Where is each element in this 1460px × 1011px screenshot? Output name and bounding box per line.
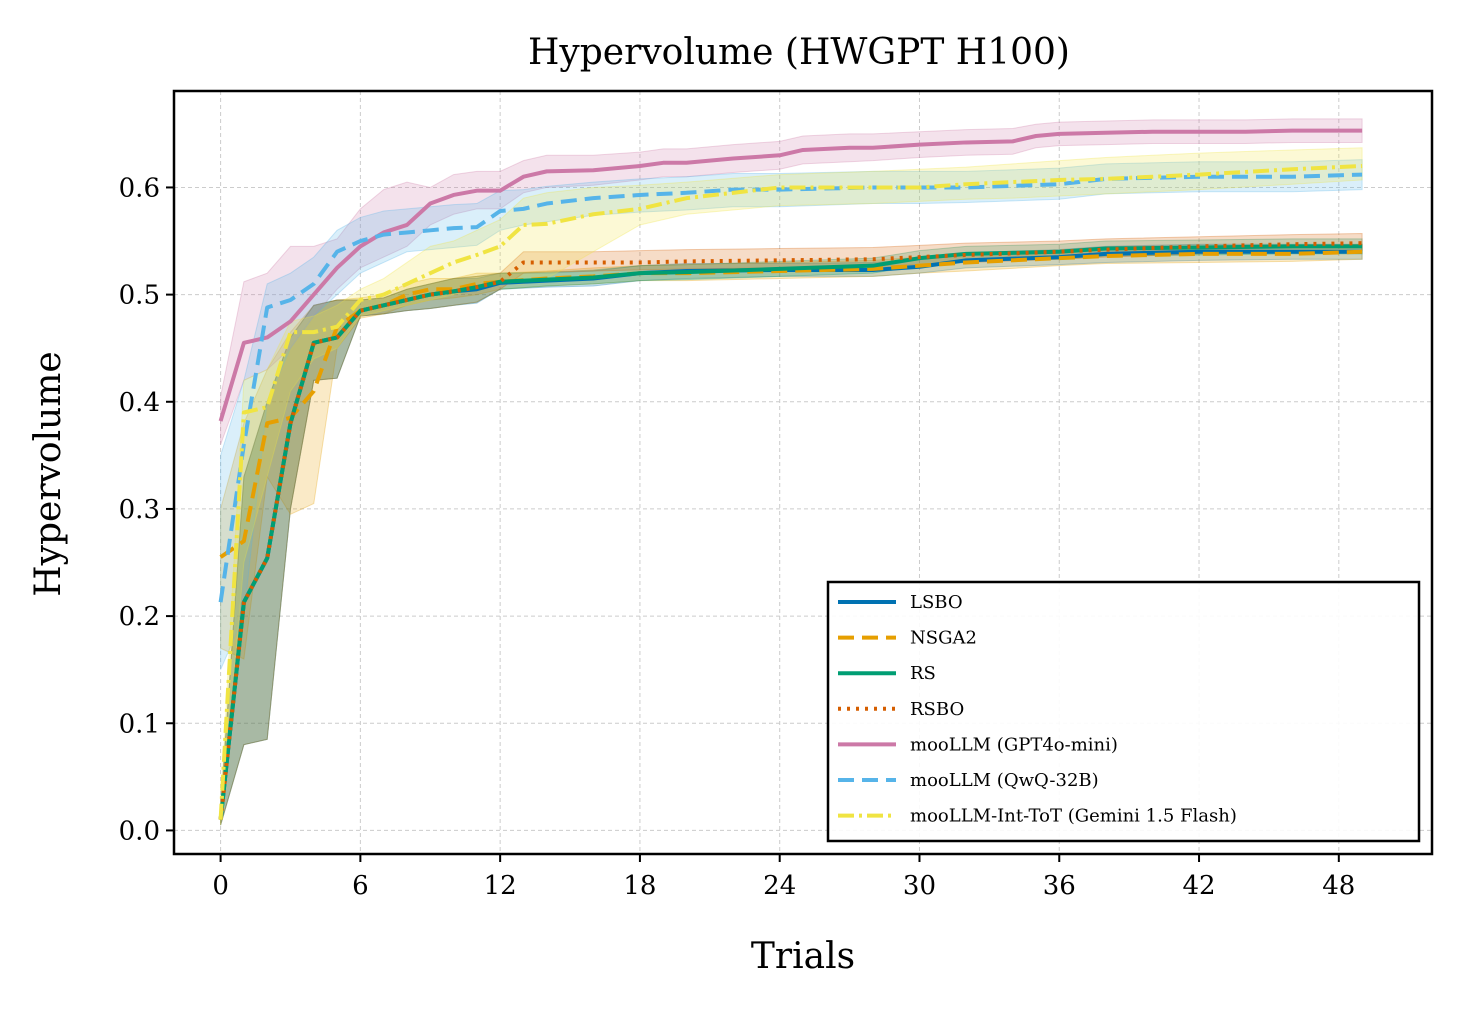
x-tick-label: 6: [352, 871, 369, 901]
axis-ticks: 0 6 12 18 24 30 36 42 48 0.0 0.1 0.2 0.3 0.4 0.5 0.6: [119, 173, 1356, 901]
y-tick-label: 0.6: [119, 173, 160, 203]
series-line-moollm-gpt4o-mini: [218, 128, 1363, 422]
grid-lines: [174, 91, 1432, 854]
x-tick-label: 18: [623, 871, 656, 901]
x-tick-label: 0: [212, 871, 229, 901]
series-lines: [218, 128, 1363, 820]
y-tick-label: 0.1: [119, 709, 160, 739]
x-tick-label: 42: [1182, 871, 1215, 901]
band-moollm-int-tot-gemini-1-5-flash: [220, 147, 1363, 826]
x-axis-label: Trials: [751, 936, 855, 977]
legend-label-lsbo: LSBO: [910, 592, 963, 613]
y-tick-label: 0.5: [119, 281, 160, 311]
y-tick-label: 0.3: [119, 495, 160, 525]
x-tick-label: 24: [763, 871, 796, 901]
series-line-moollm-int-tot-gemini-1-5-flash: [218, 164, 1363, 820]
x-tick-label: 36: [1043, 871, 1076, 901]
y-axis-label: Hypervolume: [28, 351, 69, 596]
series-line-moollm-qwq-32b: [218, 172, 1363, 603]
legend-label-nsga2: NSGA2: [910, 628, 977, 649]
series-line-rsbo: [218, 241, 1363, 820]
x-tick-label: 30: [903, 871, 936, 901]
band-rs: [220, 238, 1363, 826]
y-tick-label: 0.4: [119, 388, 160, 418]
x-tick-label: 48: [1322, 871, 1355, 901]
chart-title: Hypervolume (HWGPT H100): [528, 32, 1070, 73]
band-lsbo: [220, 243, 1363, 826]
y-tick-label: 0.0: [119, 816, 160, 846]
legend-label-moollm-int-tot-gemini-1-5-flash: mooLLM-Int-ToT (Gemini 1.5 Flash): [910, 806, 1237, 827]
plot-frame: [172, 89, 1434, 856]
legend-frame: [826, 580, 1421, 843]
legend-label-moollm-qwq-32b: mooLLM (QwQ-32B): [910, 770, 1099, 791]
legend-label-rsbo: RSBO: [910, 699, 964, 720]
legend-label-moollm-gpt4o-mini: mooLLM (GPT4o-mini): [910, 734, 1118, 755]
band-moollm-qwq-32b: [220, 159, 1363, 670]
band-moollm-gpt4o-mini: [220, 118, 1363, 445]
legend: LSBO NSGA2 RS RSBO mooLLM (GPT4o-mini) mooLLM…: [826, 580, 1421, 843]
band-nsga2: [220, 243, 1363, 660]
y-tick-label: 0.2: [119, 602, 160, 632]
x-tick-label: 12: [484, 871, 517, 901]
legend-label-rs: RS: [910, 663, 936, 684]
